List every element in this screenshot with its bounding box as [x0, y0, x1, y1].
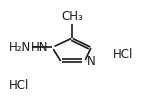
Text: HN: HN — [31, 41, 49, 54]
Text: HCl: HCl — [9, 78, 29, 92]
Text: CH₃: CH₃ — [61, 10, 83, 23]
Text: N: N — [87, 55, 96, 68]
Text: H₂N: H₂N — [9, 41, 31, 54]
Text: HCl: HCl — [113, 48, 134, 61]
